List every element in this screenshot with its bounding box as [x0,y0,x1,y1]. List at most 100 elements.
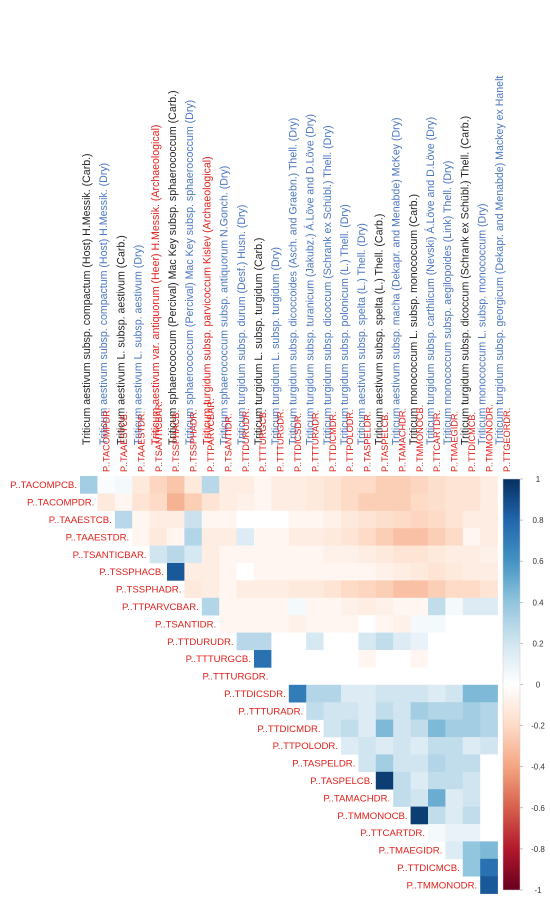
column-code-label: P..TTDICMDR. [328,411,338,472]
heatmap-cell [393,493,411,512]
species-name-label: Triticum turgidum subsp. polonicum (L.) … [339,204,351,445]
heatmap-cell [323,615,342,633]
heatmap-cell [375,684,394,703]
heatmap-cell [445,737,464,755]
heatmap-cell [341,493,359,512]
row-code-label: P..TTTURGDR. [202,672,268,683]
heatmap-cell [341,667,359,686]
heatmap-cell [480,684,498,703]
heatmap-cell [410,650,429,668]
heatmap-cell [288,528,307,546]
heatmap-cell [375,545,394,564]
heatmap-cell [410,545,429,564]
species-name-label: Triticum turgidum subsp. dicoccoides (As… [287,118,299,445]
color-scale-tick-label: 0.6 [532,557,544,566]
heatmap-cell [375,737,394,755]
heatmap-cell [341,737,359,755]
heatmap-cells [80,476,498,894]
heatmap-cell [480,737,498,755]
heatmap-cell [410,597,429,616]
color-scale-tick-label: -1 [534,886,542,895]
row-code-label: P..TTDICMDR. [257,724,320,735]
heatmap-cell [375,476,394,494]
heatmap-cell [375,563,394,581]
heatmap-cell [254,528,272,546]
heatmap-cell [410,476,429,494]
heatmap-cell [271,667,290,686]
heatmap-cell [410,563,429,581]
heatmap-cell [236,580,255,599]
heatmap-cell [341,615,359,633]
species-name-label: Triticum turgidum subsp. dicoccum (Schra… [322,125,334,445]
species-name-label: Triticum turgidum subsp. turanicum (Jaku… [304,114,317,445]
heatmap-cell [480,789,498,807]
heatmap-cell [393,510,411,529]
heatmap-cell [323,476,342,494]
heatmap-cell [167,493,185,512]
column-code-label: P..TMMONODR. [484,404,494,472]
heatmap-cell [254,563,272,581]
heatmap-cell [254,615,272,633]
heatmap-cell [393,789,411,807]
heatmap-cell [393,632,411,651]
heatmap-cell [271,510,290,529]
heatmap-cell [375,771,394,790]
heatmap-cell [445,789,464,807]
heatmap-cell [323,632,342,651]
heatmap-cell [480,876,498,894]
heatmap-cell [480,510,498,529]
heatmap-cell [445,632,464,651]
color-scale-tick-label: -0.8 [531,845,545,854]
species-name-label: Triticum turgidum L. subsp. turgidum (Dr… [270,247,282,445]
heatmap-cell [323,719,342,738]
heatmap-cell [341,580,359,599]
row-code-label: P..TSSPHADR. [116,585,181,596]
heatmap-cell [375,719,394,738]
heatmap-cell [462,789,481,807]
heatmap-cell [288,615,307,633]
column-code-label: P..TTTURGCB. [258,409,268,472]
heatmap-cell [410,528,429,546]
heatmap-cell [462,493,481,512]
heatmap-cell [393,754,411,773]
heatmap-cell [358,702,377,720]
species-name-label: Triticum turgidum subsp. georgicum (Deka… [494,76,506,445]
heatmap-cell [271,563,290,581]
row-code-label: P..TACOMPDR. [27,498,94,509]
column-code-label: P..TTDICSDR. [293,413,303,472]
species-name-label: Triticum aestivum subsp. macha (Dekapr. … [391,117,403,445]
heatmap-cell [445,476,464,494]
heatmap-cell [201,597,220,616]
heatmap-cell [480,719,498,738]
column-code-label: P..TSANTICBAR. [154,401,164,472]
column-code-label: P..TAMACHDR. [397,408,407,472]
species-name-label: Triticum aestivum subsp. spelta (L.) The… [356,223,368,445]
heatmap-cell [341,563,359,581]
heatmap-cell [375,528,394,546]
heatmap-cell [254,650,272,668]
row-code-label: P..TTPARVCBAR. [122,602,199,613]
column-code-label: P..TASPELDR. [363,412,373,472]
heatmap-cell [341,476,359,494]
heatmap-cell [201,528,220,546]
heatmap-cell [358,684,377,703]
heatmap-cell [288,597,307,616]
species-name-label: Triticum sphaerococcum subsp. antiquorum… [219,166,231,445]
heatmap-cell [323,597,342,616]
column-code-label: P..TSSPHADR. [189,409,199,472]
column-code-label: P..TMAEGIDR. [450,411,460,472]
heatmap-cell [393,684,411,703]
heatmap-cell [375,580,394,599]
row-code-label: P..TAMACHDR. [323,793,390,804]
heatmap-cell [375,754,394,773]
heatmap-cell [271,528,290,546]
heatmap-cell [341,684,359,703]
row-code-label: P..TTDICMCB. [397,863,460,874]
heatmap-cell [480,650,498,668]
column-code-label: P..TTTURADR. [310,410,320,472]
heatmap-cell [219,580,237,599]
heatmap-cell [445,771,464,790]
heatmap-cell [462,667,481,686]
row-code-label: P..TTDICSDR. [224,689,286,700]
